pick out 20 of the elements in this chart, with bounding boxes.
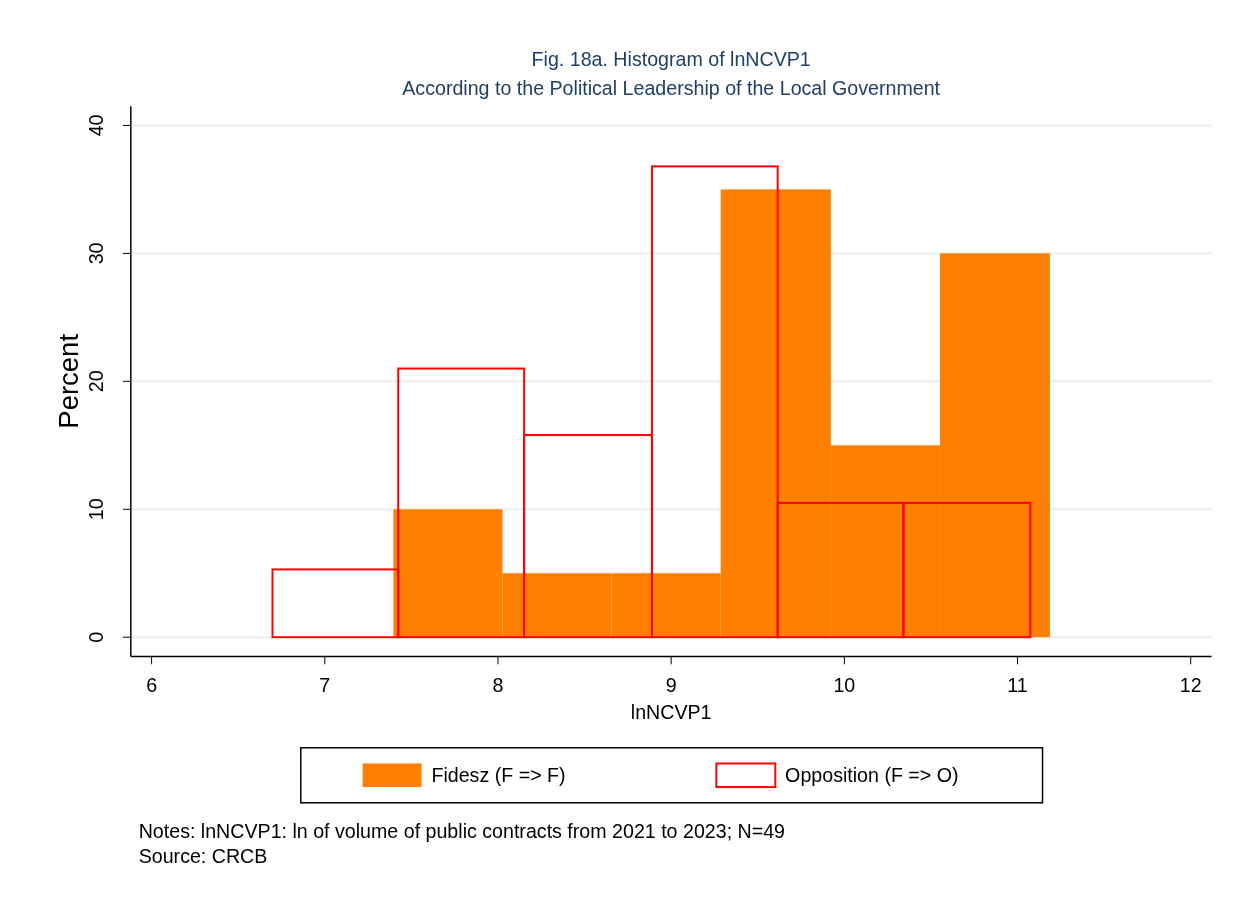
- y-tick-label: 10: [85, 498, 108, 521]
- legend-label: Opposition (F => O): [785, 764, 959, 787]
- y-tick-label: 0: [85, 631, 108, 643]
- y-tick-label: 30: [85, 242, 108, 265]
- x-tick-label: 12: [1179, 673, 1202, 696]
- y-axis-title: Percent: [52, 333, 84, 429]
- x-tick-label: 8: [492, 673, 504, 696]
- chart-title: Fig. 18a. Histogram of lnNCVP1: [531, 47, 811, 70]
- legend-label: Fidesz (F => F): [431, 764, 566, 787]
- x-tick-label: 9: [665, 673, 677, 696]
- chart-subtitle: According to the Political Leadership of the Local Government: [402, 77, 941, 100]
- y-tick-label: 20: [85, 370, 108, 393]
- x-tick-label: 6: [146, 673, 158, 696]
- source-note: Source: CRCB: [138, 844, 268, 867]
- x-axis-title: lnNCVP1: [630, 701, 712, 724]
- x-tick-label: 7: [319, 673, 331, 696]
- y-tick-label: 40: [85, 114, 108, 137]
- text: Notes: lnNCVP1: ln of volume of public contracts from 2021 to 2023; N=49: [138, 820, 786, 843]
- x-tick-label: 10: [833, 673, 856, 696]
- x-tick-label: 11: [1007, 673, 1028, 696]
